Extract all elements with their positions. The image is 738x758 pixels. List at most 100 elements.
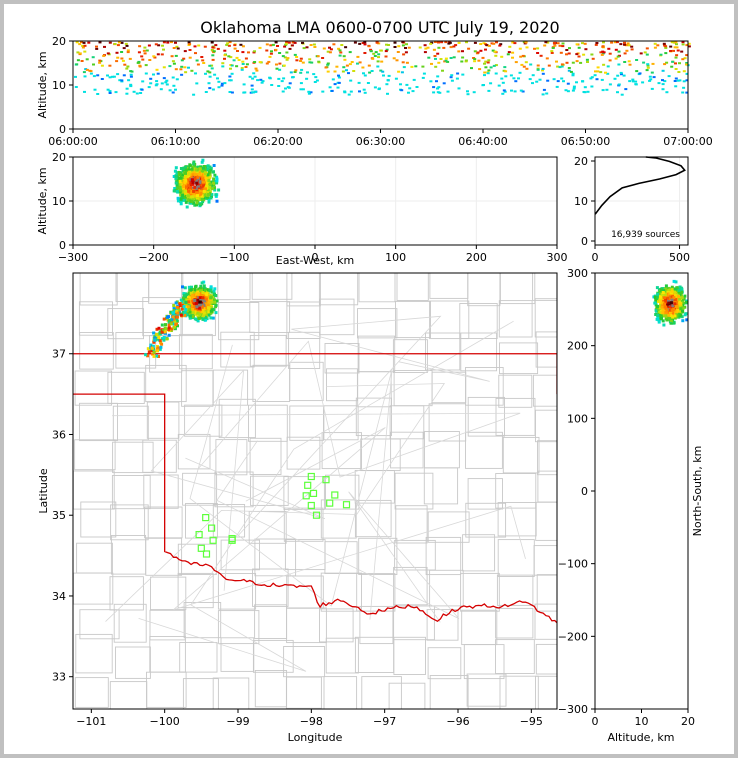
plan-view-ytick-label: 34 (52, 590, 66, 603)
ns-altitude-source (665, 308, 669, 312)
lma-station-marker (326, 499, 334, 507)
time-altitude-source (326, 63, 330, 66)
time-altitude-source (126, 65, 130, 68)
time-altitude-source (572, 85, 576, 88)
time-altitude-source (358, 61, 362, 64)
time-altitude-source (184, 71, 188, 74)
time-altitude-source (664, 52, 668, 55)
time-altitude-source (392, 57, 396, 60)
plan-view-source (197, 317, 201, 320)
plan-view-source (199, 307, 203, 311)
time-altitude-source (605, 88, 609, 91)
time-altitude-source (377, 53, 381, 56)
time-altitude-source (555, 85, 559, 88)
time-altitude-source (551, 47, 555, 49)
time-altitude-source (561, 42, 565, 45)
plan-view-ylabel: Latitude (37, 468, 50, 514)
time-altitude-source (377, 56, 380, 59)
time-altitude-source (192, 93, 196, 96)
ew-altitude-source (202, 189, 206, 193)
time-altitude-source (676, 49, 680, 52)
time-altitude-source (179, 68, 183, 71)
time-altitude-source (247, 51, 250, 54)
plan-view-source (213, 300, 216, 304)
time-altitude-source (442, 82, 446, 85)
time-altitude-source (174, 54, 178, 57)
ew-altitude-source (184, 171, 187, 175)
plan-view-source (188, 316, 192, 320)
time-altitude-source (450, 79, 454, 82)
time-altitude-xtick-label: 06:50:00 (561, 135, 610, 148)
ew-altitude-source (181, 185, 185, 188)
time-altitude-source (656, 44, 660, 47)
time-altitude-source (456, 72, 460, 75)
county-boundary (427, 511, 470, 543)
plan-view-source (201, 291, 205, 295)
plan-view-source (172, 325, 176, 329)
time-altitude-source (571, 89, 575, 92)
time-altitude-source (283, 56, 287, 59)
ew-altitude-source (195, 170, 199, 173)
time-altitude-source (118, 79, 122, 82)
time-altitude-source (476, 51, 480, 54)
ns-altitude-source (670, 298, 674, 302)
time-altitude-source (685, 91, 689, 94)
time-altitude-source (124, 42, 128, 45)
ns-altitude-source (675, 315, 679, 319)
time-altitude-source (270, 84, 274, 86)
time-altitude-source (401, 61, 405, 64)
ns-altitude-source (654, 303, 658, 307)
time-altitude-source (407, 91, 410, 94)
ns-altitude-source (676, 308, 680, 312)
county-boundary (74, 370, 113, 406)
time-altitude-source (518, 47, 522, 50)
ns-altitude-source (675, 313, 679, 317)
county-boundary (115, 646, 151, 679)
time-altitude-source (309, 44, 313, 46)
time-altitude-source (546, 41, 550, 44)
ns-altitude-source (674, 298, 678, 301)
plan-view-source (146, 354, 150, 358)
time-altitude-source (220, 82, 224, 85)
time-altitude-source (432, 91, 436, 94)
time-altitude-ytick-label: 10 (52, 79, 66, 92)
time-altitude-source (614, 48, 618, 51)
plan-view-source (155, 327, 159, 331)
time-altitude-source (282, 77, 286, 80)
county-boundary (107, 308, 144, 340)
time-altitude-source (473, 50, 477, 53)
plan-view-source (212, 298, 216, 302)
time-altitude-source (171, 76, 175, 79)
time-altitude-source (373, 55, 377, 57)
plan-view-source (194, 285, 197, 289)
time-altitude-source (681, 91, 685, 94)
ew-altitude-source (179, 197, 183, 201)
county-boundary (534, 603, 557, 640)
time-altitude-source (617, 50, 621, 53)
time-altitude-source (211, 58, 215, 61)
time-altitude-source (356, 62, 359, 65)
time-altitude-source (175, 78, 179, 81)
ew-altitude-source (210, 193, 214, 196)
plan-view-source (182, 296, 186, 300)
plan-view-source (206, 304, 210, 308)
plan-view-source (164, 327, 168, 331)
plan-view-source (179, 313, 183, 317)
ew-altitude-source (209, 168, 213, 172)
plan-view-source (182, 294, 186, 298)
plan-view-source (153, 338, 157, 342)
histogram-profile-line (594, 156, 686, 215)
time-altitude-source (433, 41, 437, 43)
time-altitude-source (674, 56, 678, 59)
plan-view-source (161, 329, 165, 332)
time-altitude-source (376, 60, 380, 63)
ew-altitude-source (199, 192, 203, 195)
county-boundary (179, 642, 218, 673)
ew-altitude-source (213, 186, 216, 190)
ew-altitude-source (205, 185, 209, 189)
county-boundary (324, 343, 360, 374)
time-altitude-source (120, 51, 124, 53)
plan-view-source (160, 323, 164, 327)
plan-view-source (179, 298, 183, 302)
county-boundary (146, 671, 187, 708)
